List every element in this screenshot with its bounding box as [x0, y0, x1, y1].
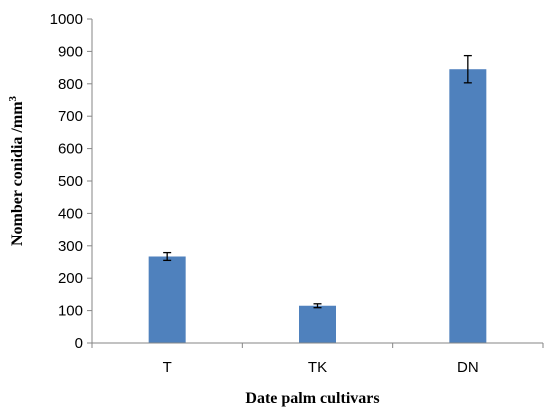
y-tick-label: 700 [58, 108, 83, 125]
y-tick-label: 900 [58, 43, 83, 60]
y-tick-label: 600 [58, 141, 83, 158]
y-axis-title-superscript: 3 [7, 95, 19, 101]
y-tick-label: 300 [58, 238, 83, 255]
x-axis-title: Date palm cultivars [245, 390, 379, 407]
y-tick-label: 200 [58, 270, 83, 287]
bar-dn [449, 69, 487, 343]
y-tick-label: 1000 [50, 11, 83, 28]
y-tick-label: 400 [58, 205, 83, 222]
y-tick-label: 0 [75, 335, 83, 352]
y-axis-ticks: 0 100 200 300 400 500 600 700 800 900 1000 [50, 11, 92, 352]
y-tick-label: 100 [58, 303, 83, 320]
x-axis-ticks: T TK DN [91, 343, 544, 376]
y-tick-label: 800 [58, 76, 83, 93]
x-tick-label: T [163, 359, 172, 376]
y-tick-label: 500 [58, 173, 83, 190]
bar-t [148, 256, 186, 343]
x-tick-label: DN [457, 359, 479, 376]
y-axis-title-main: Nomber conidia /mm [9, 101, 26, 246]
y-axis-title: Nomber conidia /mm3 [7, 95, 26, 246]
x-tick-label: TK [308, 359, 327, 376]
error-bars [163, 54, 472, 309]
bar-tk [299, 305, 336, 343]
bars [148, 69, 487, 343]
